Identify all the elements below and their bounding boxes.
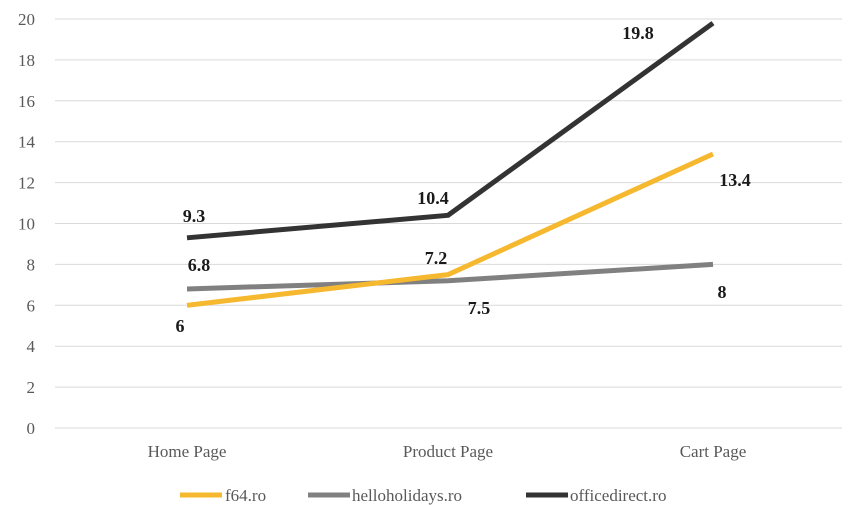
y-tick-label-12: 12 [18, 174, 35, 193]
y-tick-label-2: 2 [27, 378, 36, 397]
y-tick-label-18: 18 [18, 51, 35, 70]
series-line-1 [186, 151, 715, 308]
legend-label-1: f64.ro [225, 486, 266, 505]
data-label-6: 8 [718, 282, 727, 302]
y-tick-label-16: 16 [18, 92, 35, 111]
series-lines [186, 21, 715, 308]
data-label-4: 6.8 [188, 255, 211, 275]
y-axis-tick-labels: 0 2 4 6 8 10 12 14 16 18 20 [18, 10, 36, 438]
data-label-3: 13.4 [719, 170, 751, 190]
x-category-label-2: Product Page [403, 442, 493, 461]
series-line-3 [186, 21, 715, 241]
y-tick-label-8: 8 [27, 255, 36, 274]
x-category-label-3: Cart Page [680, 442, 747, 461]
data-label-7: 9.3 [183, 206, 206, 226]
legend: f64.ro helloholidays.ro officedirect.ro [180, 486, 666, 505]
y-tick-label-4: 4 [27, 337, 36, 356]
y-tick-label-10: 10 [18, 215, 35, 234]
data-label-1: 6 [176, 316, 185, 336]
gridlines [55, 18, 842, 429]
y-tick-label-0: 0 [27, 419, 36, 438]
x-axis-category-labels: Home Page Product Page Cart Page [148, 442, 747, 461]
legend-label-3: officedirect.ro [570, 486, 666, 505]
data-label-5: 7.5 [468, 298, 491, 318]
data-labels: 6 7.2 13.4 6.8 7.5 8 9.3 10.4 19.8 [176, 23, 751, 336]
data-label-9: 19.8 [622, 23, 654, 43]
x-category-label-1: Home Page [148, 442, 227, 461]
data-label-2: 7.2 [425, 248, 448, 268]
data-label-8: 10.4 [417, 188, 449, 208]
series-line-2 [186, 261, 714, 292]
y-tick-label-20: 20 [18, 10, 35, 29]
y-tick-label-6: 6 [27, 296, 36, 315]
legend-label-2: helloholidays.ro [352, 486, 462, 505]
y-tick-label-14: 14 [18, 133, 36, 152]
